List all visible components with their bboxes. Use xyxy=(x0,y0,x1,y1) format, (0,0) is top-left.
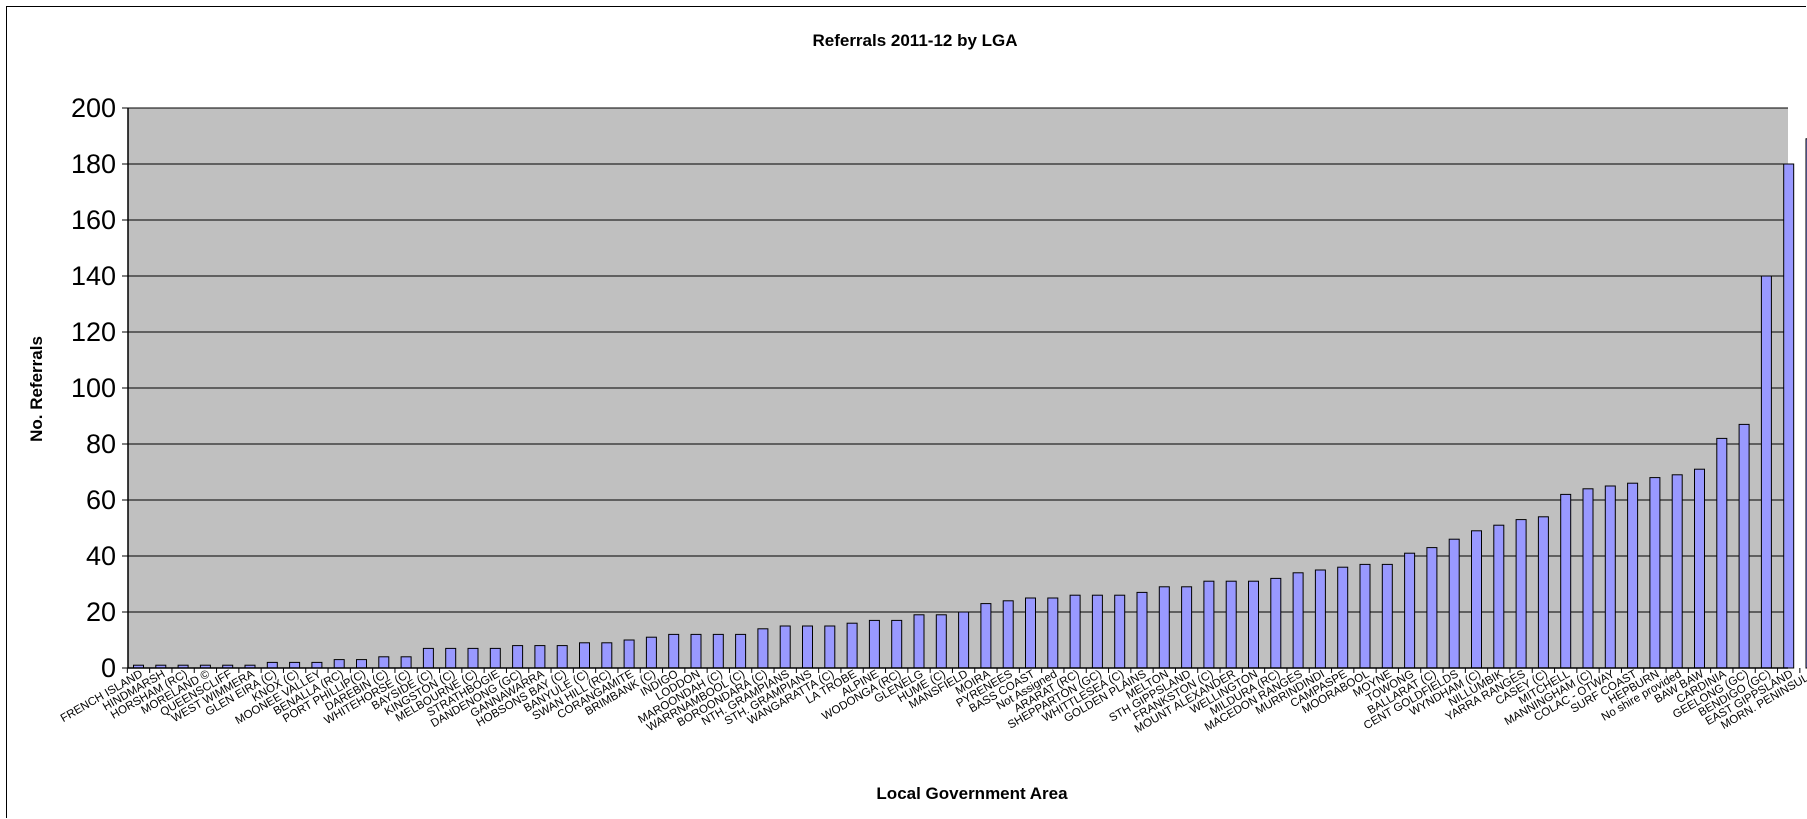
bar xyxy=(1158,586,1170,669)
bar xyxy=(735,633,747,669)
y-tick-label: 40 xyxy=(86,541,116,571)
bar xyxy=(1604,485,1616,669)
bar xyxy=(980,603,992,669)
y-axis-title: No. Referrals xyxy=(27,336,46,442)
bar xyxy=(1114,594,1126,669)
bar xyxy=(802,625,813,669)
bar xyxy=(690,633,702,669)
bar xyxy=(1292,572,1304,669)
y-tick-label: 140 xyxy=(71,261,116,291)
y-tick-label: 160 xyxy=(71,205,116,235)
chart-frame xyxy=(6,6,1806,818)
y-tick-labels: 0 20 40 60 80 100 120 140 160 180 200 xyxy=(71,93,128,683)
bar xyxy=(1270,577,1282,669)
y-tick-label: 180 xyxy=(71,149,116,179)
bar xyxy=(1426,547,1438,669)
bar xyxy=(378,656,390,669)
bar xyxy=(422,647,434,669)
bar xyxy=(1359,563,1371,669)
bar xyxy=(579,642,590,669)
bar xyxy=(512,645,524,669)
bar xyxy=(311,661,323,669)
bar xyxy=(1136,591,1148,669)
bar xyxy=(757,628,769,669)
bar xyxy=(868,619,880,669)
bar xyxy=(1716,437,1728,669)
bar xyxy=(1069,594,1081,669)
bar xyxy=(1582,488,1594,669)
bar xyxy=(645,636,657,669)
bar xyxy=(712,633,724,669)
x-axis-title: Local Government Area xyxy=(876,784,1068,803)
y-tick-label: 0 xyxy=(101,653,116,683)
bar xyxy=(1448,538,1460,669)
bar xyxy=(1225,580,1237,669)
bar xyxy=(1314,569,1326,669)
y-tick-label: 60 xyxy=(86,485,116,515)
bar xyxy=(958,611,970,669)
bar xyxy=(1002,600,1014,669)
bar xyxy=(668,633,680,669)
bar xyxy=(1404,552,1416,669)
bar xyxy=(1738,423,1750,669)
bar xyxy=(935,614,947,669)
bar xyxy=(445,647,457,669)
bar xyxy=(1515,519,1527,669)
bar xyxy=(779,625,791,669)
y-tick-label: 120 xyxy=(71,317,116,347)
bar xyxy=(1783,163,1795,669)
bar xyxy=(623,639,635,669)
bar xyxy=(1181,586,1193,669)
y-tick-label: 20 xyxy=(86,597,116,627)
bars xyxy=(133,138,1807,669)
bar xyxy=(1493,524,1505,669)
bar xyxy=(1760,275,1772,669)
bar xyxy=(846,622,858,669)
y-tick-label: 80 xyxy=(86,429,116,459)
bar xyxy=(1537,516,1549,669)
bar xyxy=(1337,566,1349,669)
bar xyxy=(289,661,301,669)
y-tick-label: 200 xyxy=(71,93,116,123)
bar xyxy=(601,642,613,669)
bar xyxy=(1627,482,1639,669)
bar xyxy=(1560,493,1572,669)
bar xyxy=(489,647,501,669)
bar xyxy=(1381,563,1393,669)
bar xyxy=(356,659,367,669)
y-tick-label: 100 xyxy=(71,373,116,403)
gridlines xyxy=(128,107,1788,613)
chart-title: Referrals 2011-12 by LGA xyxy=(812,31,1017,50)
bar xyxy=(1471,530,1482,669)
bar xyxy=(1694,468,1705,669)
bar xyxy=(1047,597,1059,669)
bar xyxy=(913,614,925,669)
bar xyxy=(400,656,412,669)
bar xyxy=(1649,477,1661,669)
bar xyxy=(534,645,546,669)
bar xyxy=(1671,474,1683,669)
bar xyxy=(266,661,278,669)
bar xyxy=(1091,594,1103,669)
bar xyxy=(333,659,345,669)
bar xyxy=(1025,597,1036,669)
bar xyxy=(556,645,568,669)
bar xyxy=(891,619,903,669)
bar xyxy=(824,625,836,669)
bar xyxy=(467,647,479,669)
bar xyxy=(1203,580,1215,669)
bar xyxy=(1248,580,1259,669)
